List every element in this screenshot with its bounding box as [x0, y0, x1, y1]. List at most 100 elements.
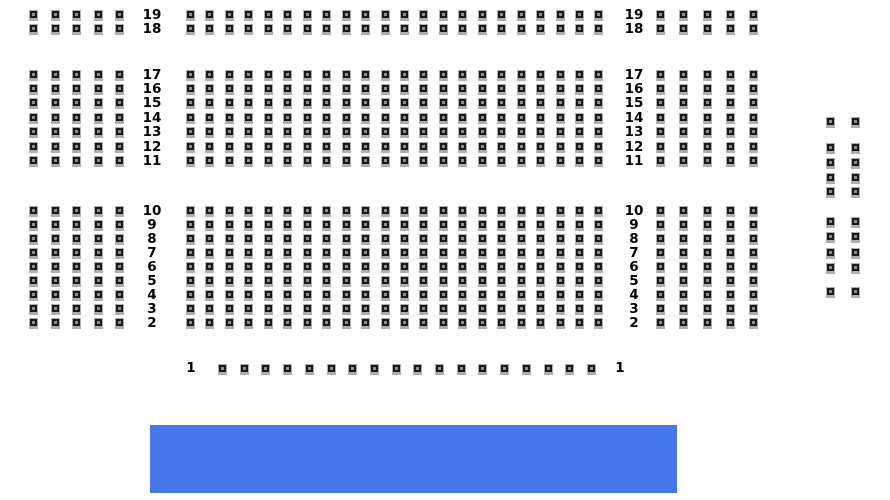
seat-icon[interactable]	[477, 83, 487, 95]
seat-icon[interactable]	[656, 234, 665, 245]
seat-icon[interactable]	[477, 248, 487, 259]
seat-icon[interactable]	[477, 234, 487, 245]
seat-icon[interactable]	[322, 262, 332, 273]
seat-icon[interactable]	[679, 141, 689, 153]
seat-icon[interactable]	[361, 276, 371, 287]
seat-icon[interactable]	[702, 318, 712, 329]
seat-icon[interactable]	[656, 248, 665, 259]
seat-icon[interactable]	[302, 98, 312, 110]
seat-icon[interactable]	[341, 220, 351, 231]
seat-icon[interactable]	[725, 234, 735, 245]
seat-icon[interactable]	[594, 304, 604, 315]
seat-icon[interactable]	[361, 290, 371, 301]
seat-icon[interactable]	[555, 206, 565, 217]
seat-icon[interactable]	[419, 248, 429, 259]
seat-icon[interactable]	[555, 304, 565, 315]
seat-icon[interactable]	[115, 262, 124, 273]
seat-icon[interactable]	[205, 276, 215, 287]
seat-icon[interactable]	[322, 127, 332, 139]
seat-icon[interactable]	[72, 290, 81, 301]
seat-icon[interactable]	[656, 69, 665, 81]
seat-icon[interactable]	[594, 98, 604, 110]
seat-icon[interactable]	[656, 155, 665, 167]
seat-icon[interactable]	[555, 112, 565, 124]
seat-icon[interactable]	[93, 248, 103, 259]
seat-icon[interactable]	[438, 83, 448, 95]
seat-icon[interactable]	[575, 234, 584, 245]
seat-icon[interactable]	[29, 10, 38, 21]
seat-icon[interactable]	[536, 290, 546, 301]
seat-icon[interactable]	[749, 141, 759, 153]
seat-icon[interactable]	[458, 112, 468, 124]
seat-icon[interactable]	[224, 248, 234, 259]
seat-icon[interactable]	[380, 206, 390, 217]
seat-icon[interactable]	[500, 364, 510, 375]
seat-icon[interactable]	[205, 234, 215, 245]
seat-icon[interactable]	[322, 112, 332, 124]
seat-icon[interactable]	[477, 304, 487, 315]
seat-icon[interactable]	[50, 155, 60, 167]
seat-icon[interactable]	[749, 83, 759, 95]
seat-icon[interactable]	[115, 318, 124, 329]
seat-icon[interactable]	[380, 290, 390, 301]
seat-icon[interactable]	[29, 127, 38, 139]
seat-icon[interactable]	[497, 69, 507, 81]
seat-icon[interactable]	[380, 220, 390, 231]
seat-icon[interactable]	[361, 69, 371, 81]
seat-icon[interactable]	[725, 98, 735, 110]
seat-icon[interactable]	[205, 141, 215, 153]
seat-icon[interactable]	[702, 24, 712, 36]
seat-icon[interactable]	[283, 234, 293, 245]
seat-icon[interactable]	[725, 248, 735, 259]
seat-icon[interactable]	[399, 24, 409, 36]
seat-icon[interactable]	[93, 83, 103, 95]
seat-icon[interactable]	[72, 276, 81, 287]
seat-icon[interactable]	[244, 83, 254, 95]
seat-icon[interactable]	[594, 127, 604, 139]
seat-icon[interactable]	[361, 83, 371, 95]
seat-icon[interactable]	[326, 364, 336, 375]
seat-icon[interactable]	[224, 98, 234, 110]
seat-icon[interactable]	[419, 234, 429, 245]
seat-icon[interactable]	[244, 220, 254, 231]
seat-icon[interactable]	[205, 262, 215, 273]
seat-icon[interactable]	[205, 206, 215, 217]
seat-icon[interactable]	[50, 262, 60, 273]
seat-icon[interactable]	[826, 247, 835, 259]
seat-icon[interactable]	[656, 318, 665, 329]
seat-icon[interactable]	[283, 248, 293, 259]
seat-icon[interactable]	[594, 290, 604, 301]
seat-icon[interactable]	[826, 157, 835, 169]
seat-icon[interactable]	[438, 155, 448, 167]
seat-icon[interactable]	[244, 262, 254, 273]
seat-icon[interactable]	[283, 69, 293, 81]
seat-icon[interactable]	[477, 141, 487, 153]
seat-icon[interactable]	[725, 112, 735, 124]
seat-icon[interactable]	[679, 206, 689, 217]
seat-icon[interactable]	[594, 24, 604, 36]
seat-icon[interactable]	[438, 234, 448, 245]
seat-icon[interactable]	[438, 10, 448, 21]
seat-icon[interactable]	[536, 234, 546, 245]
seat-icon[interactable]	[679, 98, 689, 110]
seat-icon[interactable]	[341, 112, 351, 124]
seat-icon[interactable]	[218, 364, 227, 375]
seat-icon[interactable]	[586, 364, 596, 375]
seat-icon[interactable]	[29, 318, 38, 329]
seat-icon[interactable]	[380, 248, 390, 259]
seat-icon[interactable]	[399, 98, 409, 110]
seat-icon[interactable]	[458, 69, 468, 81]
seat-icon[interactable]	[702, 304, 712, 315]
seat-icon[interactable]	[50, 98, 60, 110]
seat-icon[interactable]	[244, 98, 254, 110]
seat-icon[interactable]	[749, 10, 759, 21]
seat-icon[interactable]	[186, 83, 195, 95]
seat-icon[interactable]	[244, 10, 254, 21]
seat-icon[interactable]	[361, 234, 371, 245]
seat-icon[interactable]	[594, 234, 604, 245]
seat-icon[interactable]	[725, 127, 735, 139]
seat-icon[interactable]	[263, 318, 273, 329]
seat-icon[interactable]	[224, 262, 234, 273]
seat-icon[interactable]	[50, 318, 60, 329]
seat-icon[interactable]	[50, 290, 60, 301]
